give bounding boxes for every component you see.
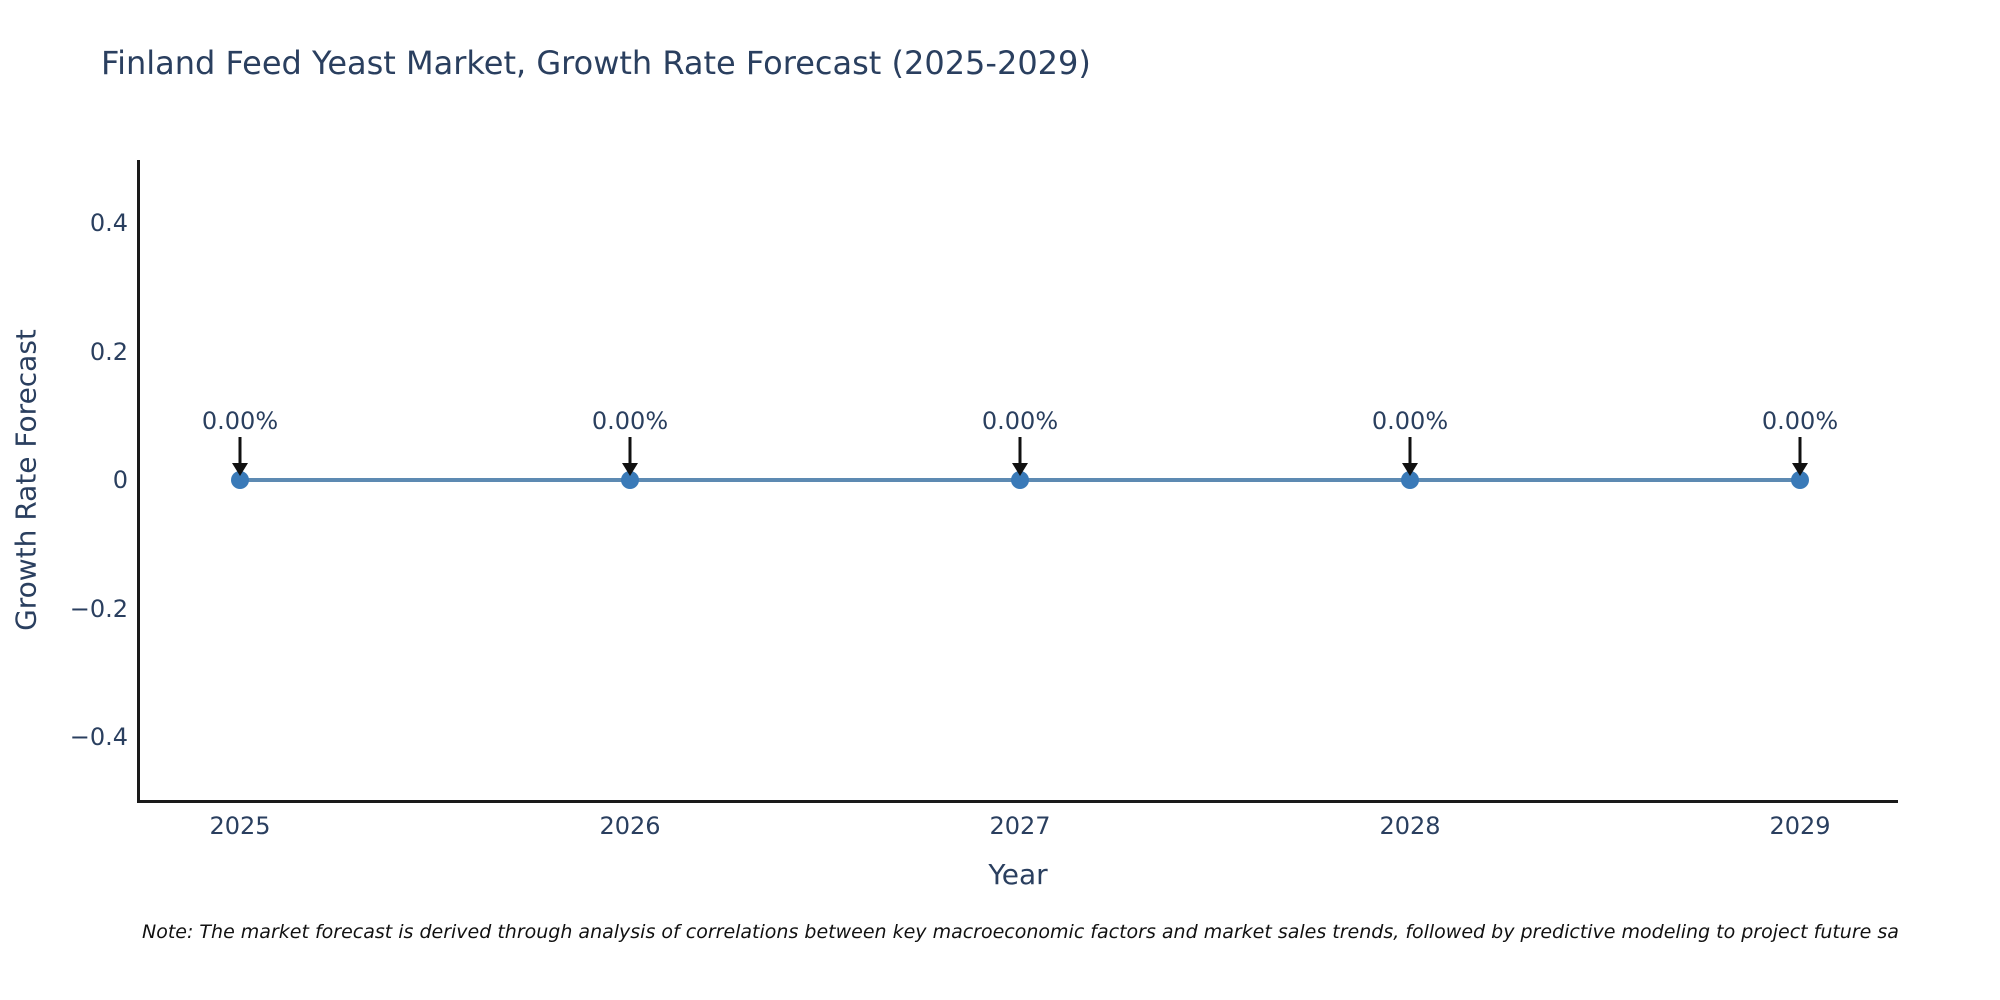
x-axis-line <box>137 800 1898 803</box>
annotation-arrow-shaft <box>628 437 632 465</box>
point-value-label: 0.00% <box>591 407 669 435</box>
point-value-label: 0.00% <box>1371 407 1449 435</box>
y-tick-label: 0 <box>112 466 128 494</box>
annotation-arrow-shaft <box>238 437 242 465</box>
x-tick-label: 2026 <box>599 812 661 840</box>
x-tick-label: 2027 <box>989 812 1051 840</box>
y-tick-label: −0.2 <box>69 594 128 623</box>
annotation-arrow-shaft <box>1798 437 1802 465</box>
x-axis-title: Year <box>988 858 1048 891</box>
chart-title: Finland Feed Yeast Market, Growth Rate F… <box>101 44 1091 82</box>
y-tick-label: −0.4 <box>69 723 128 751</box>
annotation-arrowhead-icon <box>1792 463 1808 476</box>
annotation-arrow-shaft <box>1018 437 1022 465</box>
annotation-arrowhead-icon <box>1402 463 1418 476</box>
y-tick-label: 0.4 <box>89 209 128 237</box>
x-tick-label: 2029 <box>1769 812 1831 840</box>
annotation-arrowhead-icon <box>622 463 638 476</box>
footnote: Note: The market forecast is derived thr… <box>142 921 1899 943</box>
x-tick-label: 2028 <box>1379 812 1441 840</box>
annotation-arrowhead-icon <box>1012 463 1028 476</box>
point-value-label: 0.00% <box>1761 407 1839 435</box>
point-value-label: 0.00% <box>201 407 279 435</box>
y-tick-label: 0.2 <box>89 337 128 366</box>
annotation-arrow-shaft <box>1408 437 1412 465</box>
x-tick-label: 2025 <box>209 812 271 840</box>
annotation-arrowhead-icon <box>232 463 248 476</box>
y-axis-line <box>137 160 140 803</box>
point-value-label: 0.00% <box>981 407 1059 435</box>
